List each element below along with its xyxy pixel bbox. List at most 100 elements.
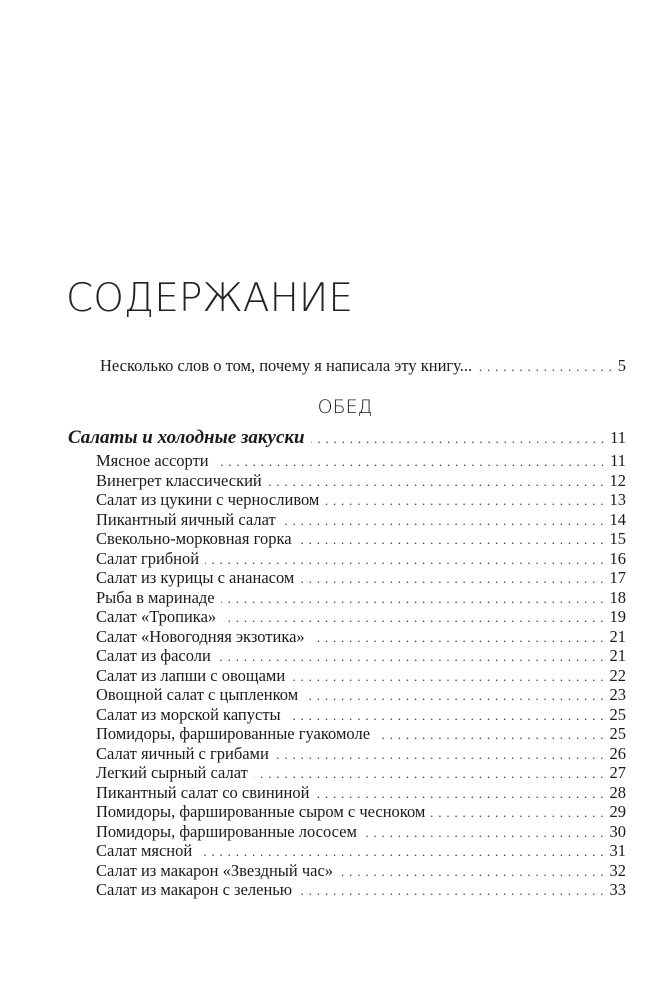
toc-entry-label: Легкий сырный салат (96, 763, 248, 782)
dot-leader (304, 686, 603, 705)
toc-entry-label: Мясное ассорти (96, 451, 209, 470)
part-heading: ОБЕД (317, 396, 373, 418)
toc-page-number: 31 (609, 841, 627, 860)
dot-leader (287, 706, 604, 725)
toc-entry-label: Салат из макарон «Звездный час» (96, 860, 334, 880)
toc-page-number: 16 (609, 548, 627, 568)
dot-leader (222, 608, 603, 627)
toc-entry-label: Помидоры, фаршированные лососем (96, 821, 357, 841)
toc-page-number: 11 (610, 428, 626, 447)
toc-entry-intro[interactable]: Несколько слов о том, почему я написала … (100, 356, 626, 376)
section-label: Салаты и холодные закуски (68, 427, 305, 448)
toc-entry[interactable]: Салат из макарон «Звездный час» 32 (96, 861, 626, 881)
toc-entry[interactable]: Пикантный салат со свининой 28 (96, 783, 626, 803)
dot-leader (339, 862, 603, 881)
toc-entry-label: Салат из цукини с черносливом (96, 490, 320, 509)
toc-page-number: 33 (609, 880, 627, 899)
dot-leader (221, 589, 604, 608)
toc-page-number: 26 (609, 743, 627, 763)
toc-entry-label: Салат мясной (96, 841, 193, 860)
dot-leader (282, 511, 604, 530)
toc-entry[interactable]: Салат из фасоли 21 (96, 646, 626, 666)
toc-entry-label: Салат из лапши с овощами (96, 665, 286, 685)
toc-entry[interactable]: Салат из цукини с черносливом 13 (96, 490, 626, 510)
toc-section-heading[interactable]: Салаты и холодные закуски 11 (68, 428, 626, 448)
dot-leader (363, 823, 604, 842)
toc-entry[interactable]: Мясное ассорти 11 (96, 451, 626, 471)
toc-entry-label: Помидоры, фаршированные сыром с чесноком (96, 802, 426, 821)
toc-entry[interactable]: Салат грибной 16 (96, 549, 626, 569)
toc-entry-label: Рыба в маринаде (96, 587, 215, 607)
toc-entry-label: Пикантный салат со свининой (96, 782, 310, 802)
toc-entry[interactable]: Салат из макарон с зеленью 33 (96, 880, 626, 900)
toc-page-number: 21 (609, 626, 627, 646)
toc-entry-label: Помидоры, фаршированные гуакомоле (96, 724, 371, 743)
toc-entry[interactable]: Рыба в маринаде 18 (96, 588, 626, 608)
toc-page-number: 12 (609, 470, 627, 490)
toc-page-number: 25 (609, 724, 627, 743)
dot-leader (217, 647, 604, 666)
dot-leader (215, 452, 605, 471)
toc-page-number: 23 (609, 685, 627, 704)
toc-page-number: 14 (609, 509, 627, 529)
toc-entry-label: Несколько слов о том, почему я написала … (100, 356, 473, 375)
toc-page-number: 22 (609, 665, 627, 685)
toc-page-number: 19 (609, 607, 627, 626)
toc-entry-label: Салат «Тропика» (96, 607, 217, 626)
dot-leader (315, 784, 603, 803)
toc-entry-label: Салат грибной (96, 548, 200, 568)
toc-page-number: 21 (609, 646, 627, 665)
dot-leader (431, 803, 603, 822)
toc-page-number: 18 (609, 587, 627, 607)
toc-entry[interactable]: Салат яичный с грибами 26 (96, 744, 626, 764)
toc-entry[interactable]: Салат мясной 31 (96, 841, 626, 861)
dot-leader (205, 550, 603, 569)
toc-entry[interactable]: Овощной салат с цыпленком 23 (96, 685, 626, 705)
toc-entry-label: Свекольно-морковная горка (96, 529, 292, 548)
dot-leader (311, 429, 605, 448)
dot-leader (311, 628, 604, 647)
toc-entry-label: Салат из фасоли (96, 646, 211, 665)
toc-entry-label: Салат из морской капусты (96, 704, 281, 724)
dot-leader (325, 491, 603, 510)
toc-entry[interactable]: Свекольно-морковная горка 15 (96, 529, 626, 549)
dot-leader (291, 667, 603, 686)
dot-leader (478, 357, 612, 376)
toc-page-number: 17 (609, 568, 627, 587)
toc-entry-label: Салат из курицы с ананасом (96, 568, 295, 587)
toc-entry[interactable]: Помидоры, фаршированные сыром с чесноком… (96, 802, 626, 822)
toc-entry[interactable]: Пикантный яичный салат 14 (96, 510, 626, 530)
dot-leader (376, 725, 603, 744)
toc-page-number: 27 (609, 763, 627, 782)
toc-page-number: 28 (609, 782, 627, 802)
dot-leader (275, 745, 604, 764)
toc-entry-label: Салат «Новогодняя экзотика» (96, 626, 305, 646)
dot-leader (298, 881, 603, 900)
toc-entry[interactable]: Винегрет классический 12 (96, 471, 626, 491)
toc-entry[interactable]: Салат «Тропика» 19 (96, 607, 626, 627)
toc-entry-list: Мясное ассорти11Винегрет классический12С… (96, 451, 626, 900)
toc-entry[interactable]: Помидоры, фаршированные лососем 30 (96, 822, 626, 842)
dot-leader (268, 472, 604, 491)
dot-leader (254, 764, 604, 783)
toc-page-number: 13 (609, 490, 627, 509)
toc-entry-label: Винегрет классический (96, 470, 262, 490)
toc-page-number: 30 (609, 821, 627, 841)
toc-entry[interactable]: Легкий сырный салат 27 (96, 763, 626, 783)
toc-entry[interactable]: Помидоры, фаршированные гуакомоле 25 (96, 724, 626, 744)
toc-page-number: 11 (610, 451, 626, 470)
page-title: СОДЕРЖАНИЕ (66, 276, 353, 321)
toc-entry-label: Овощной салат с цыпленком (96, 685, 299, 704)
toc-entry-label: Салат из макарон с зеленью (96, 880, 293, 899)
toc-entry[interactable]: Салат из курицы с ананасом 17 (96, 568, 626, 588)
toc-page-number: 32 (609, 860, 627, 880)
toc-entry[interactable]: Салат из морской капусты 25 (96, 705, 626, 725)
toc-entry-label: Салат яичный с грибами (96, 743, 269, 763)
toc-page-number: 29 (609, 802, 627, 821)
dot-leader (298, 530, 604, 549)
dot-leader (198, 842, 603, 861)
toc-entry[interactable]: Салат из лапши с овощами 22 (96, 666, 626, 686)
toc-page-number: 15 (609, 529, 627, 548)
toc-entry-label: Пикантный яичный салат (96, 509, 276, 529)
toc-entry[interactable]: Салат «Новогодняя экзотика» 21 (96, 627, 626, 647)
